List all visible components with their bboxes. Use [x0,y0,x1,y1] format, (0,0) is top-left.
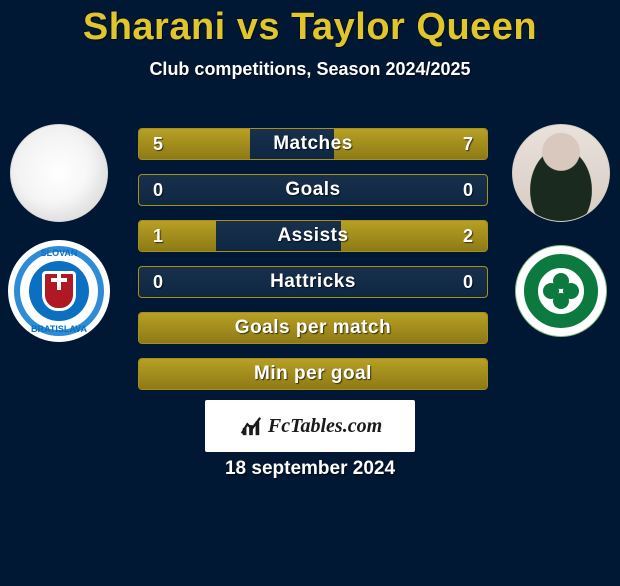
source-label: FcTables.com [268,415,382,438]
stat-bars: 57Matches 00Goals 12Assists 00Hattricks Goal… [138,128,488,404]
stat-label: Min per goal [139,359,487,389]
stat-label: Assists [139,221,487,251]
crest-text-bottom: BRATISLAVA [20,324,98,334]
page-title: Sharani vs Taylor Queen [0,6,620,49]
stat-row: Goals per match [138,312,488,344]
stat-row: Min per goal [138,358,488,390]
stat-label: Hattricks [139,267,487,297]
player-right-avatar [512,124,610,222]
stat-row: 00Hattricks [138,266,488,298]
stat-label: Goals per match [139,313,487,343]
stat-row: 12Assists [138,220,488,252]
stat-row: 57Matches [138,128,488,160]
stat-label: Matches [139,129,487,159]
club-right-crest [516,246,606,336]
player-left-avatar [10,124,108,222]
stat-label: Goals [139,175,487,205]
stat-row: 00Goals [138,174,488,206]
subtitle: Club competitions, Season 2024/2025 [0,59,620,80]
crest-text-top: SLOVAN [20,248,98,258]
left-column: SLOVAN BRATISLAVA [4,124,114,336]
date-text: 18 september 2024 [0,458,620,480]
clover-icon [543,273,579,309]
right-column [506,124,616,336]
crest-shield-icon [42,271,76,311]
chart-icon [238,415,264,437]
source-badge: FcTables.com [205,400,415,452]
club-left-crest: SLOVAN BRATISLAVA [14,246,104,336]
